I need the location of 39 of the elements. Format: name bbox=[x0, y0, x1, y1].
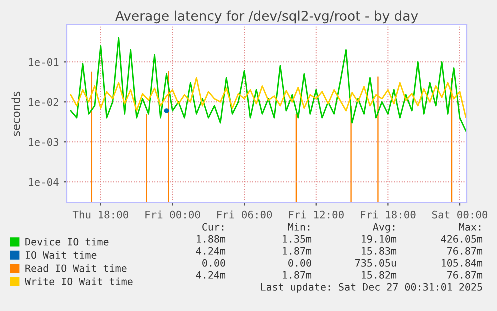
x-tick-label: Fri 00:00 bbox=[146, 210, 200, 219]
text: 1.87m bbox=[283, 247, 312, 255]
x-tick-label: Fri 12:00 bbox=[289, 210, 344, 219]
text: Avg: bbox=[373, 223, 395, 233]
y-axis-title: seconds bbox=[12, 92, 20, 136]
line-series bbox=[70, 37, 467, 132]
text: 0.00 bbox=[202, 259, 226, 267]
text: 426.05m bbox=[441, 235, 483, 243]
legend-label: IO Wait time bbox=[26, 251, 97, 260]
text: Max: bbox=[459, 223, 481, 231]
legend-label: Device IO time bbox=[26, 238, 109, 246]
text: 105.84m bbox=[442, 259, 483, 267]
y-tick-label: 1e-01 bbox=[29, 58, 59, 66]
text: 735.05u bbox=[356, 259, 396, 267]
text: 15.83m bbox=[362, 247, 397, 255]
legend-label: Write IO Wait time bbox=[25, 278, 133, 286]
text: 0.00 bbox=[288, 259, 312, 267]
x-tick-label: Fri 18:00 bbox=[361, 210, 416, 219]
y-tick-label: 1e-03 bbox=[29, 138, 59, 146]
y-tick-label: 1e-04 bbox=[29, 178, 59, 186]
legend-label: Read IO Wait time bbox=[26, 264, 127, 272]
text: 15.82m bbox=[362, 271, 397, 279]
text: 19.10m bbox=[362, 235, 397, 243]
y-tick-label: 1e-02 bbox=[29, 98, 58, 106]
x-tick-label: Thu 18:00 bbox=[72, 210, 128, 219]
text: 4.24m bbox=[196, 271, 226, 279]
chart-title: Average latency for /dev/sql2-vg/root - by day bbox=[116, 10, 418, 24]
x-tick-label: Sat 00:00 bbox=[432, 210, 488, 219]
text: 76.87m bbox=[448, 271, 483, 279]
text: 76.87m bbox=[448, 247, 483, 255]
line-series bbox=[70, 77, 467, 118]
text: Min: bbox=[288, 223, 310, 231]
text: Cur: bbox=[202, 223, 224, 231]
text: 1.88m bbox=[197, 235, 226, 243]
text: 1.35m bbox=[283, 235, 312, 243]
text: 4.24m bbox=[196, 247, 226, 255]
text: 1.87m bbox=[283, 271, 312, 279]
text: Last update: Sat Dec 27 00:31:01 2025 bbox=[261, 283, 482, 293]
x-tick-label: Fri 06:00 bbox=[218, 210, 272, 219]
